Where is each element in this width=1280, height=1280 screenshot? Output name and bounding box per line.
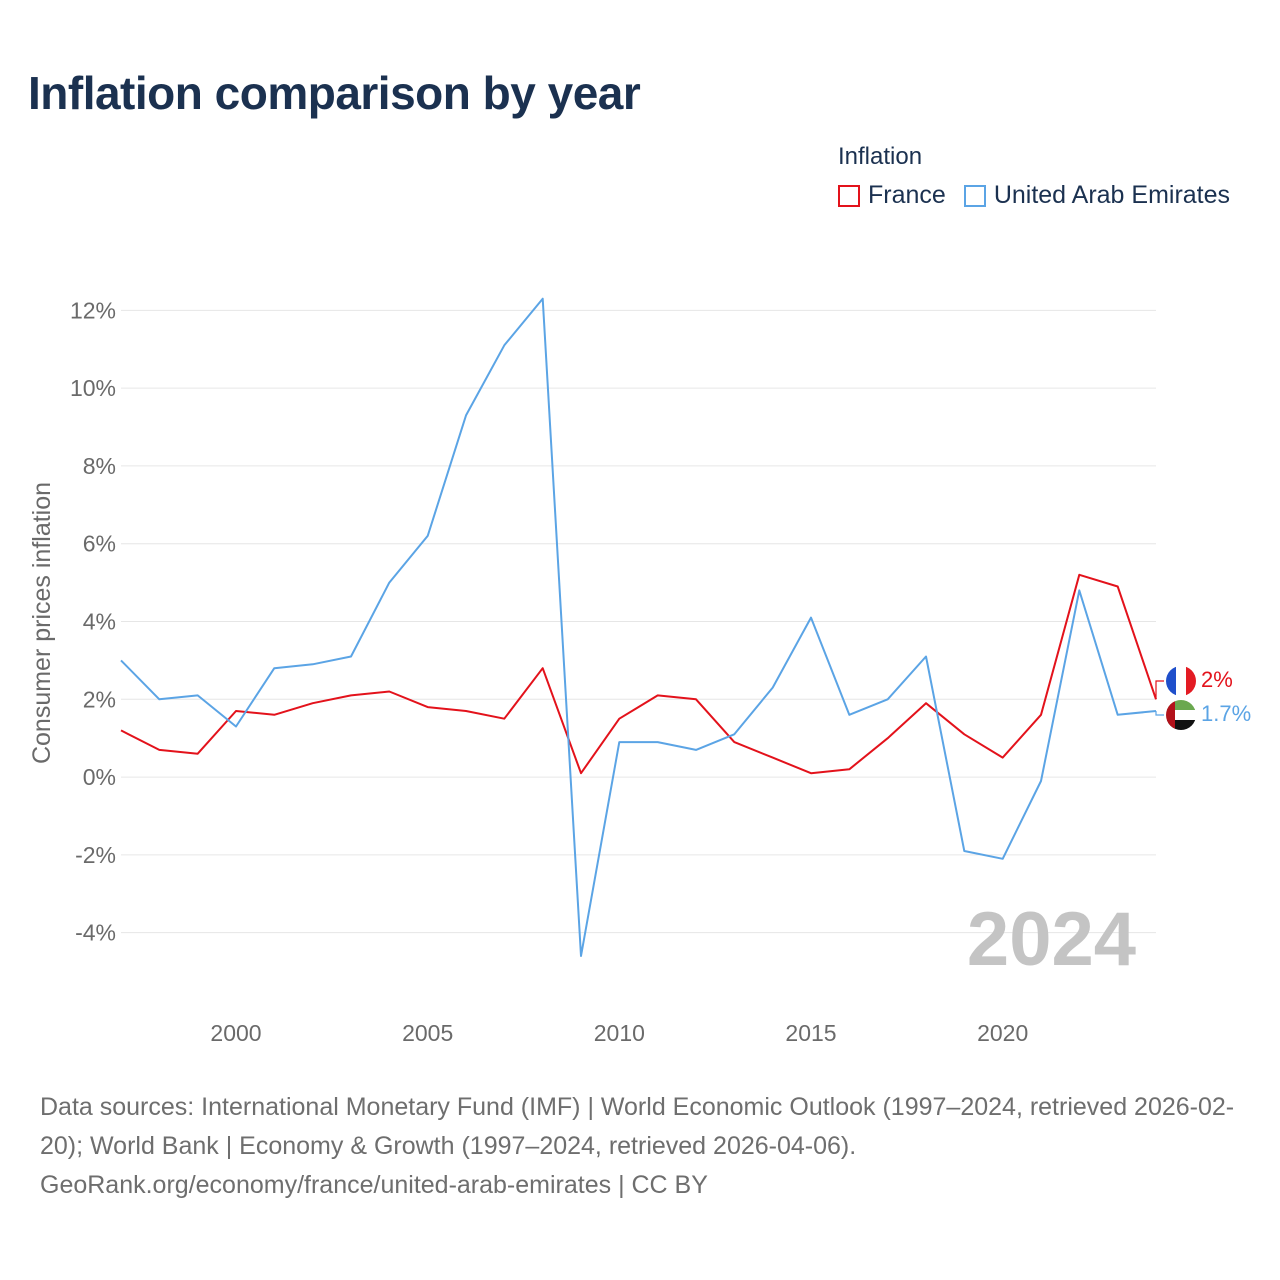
end-connector xyxy=(1155,710,1164,716)
data-point-france[interactable] xyxy=(614,714,624,724)
data-point-uae[interactable] xyxy=(998,854,1008,864)
line-chart: 12%10%8%6%4%2%0%-2%-4% 2000 2005 2010 2015 2… xyxy=(28,294,1251,1046)
data-point-france[interactable] xyxy=(653,690,663,700)
data-point-france[interactable] xyxy=(154,745,164,755)
y-tick-label: 6% xyxy=(83,531,116,557)
data-point-uae[interactable] xyxy=(576,951,586,961)
data-point-france[interactable] xyxy=(576,768,586,778)
data-point-france[interactable] xyxy=(538,663,548,673)
data-point-france[interactable] xyxy=(384,687,394,697)
series-line-uae xyxy=(120,297,1157,957)
data-point-france[interactable] xyxy=(269,710,279,720)
y-tick-label: 8% xyxy=(83,453,116,479)
data-point-uae[interactable] xyxy=(269,663,279,673)
data-point-uae[interactable] xyxy=(1074,585,1084,595)
data-point-uae[interactable] xyxy=(921,652,931,662)
series-line-france xyxy=(120,573,1157,775)
data-point-uae[interactable] xyxy=(1113,710,1123,720)
y-axis-label: Consumer prices inflation xyxy=(28,482,56,764)
flag-france-icon xyxy=(1166,666,1196,696)
footer-attribution: GeoRank.org/economy/france/united-arab-e… xyxy=(40,1171,708,1199)
data-point-uae[interactable] xyxy=(231,722,241,732)
legend-swatch-uae xyxy=(963,184,986,207)
data-point-france[interactable] xyxy=(959,729,969,739)
data-point-uae[interactable] xyxy=(614,737,624,747)
legend: Inflation France United Arab Emirates xyxy=(838,143,1248,210)
x-tick-label: 2000 xyxy=(210,1020,261,1046)
data-point-france[interactable] xyxy=(193,749,203,759)
data-point-uae[interactable] xyxy=(768,683,778,693)
y-tick-label: 4% xyxy=(83,608,116,634)
data-point-france[interactable] xyxy=(116,725,126,735)
gridlines xyxy=(121,309,1156,934)
data-point-uae[interactable] xyxy=(499,340,509,350)
legend-items: France United Arab Emirates xyxy=(838,181,1248,210)
x-tick-label: 2015 xyxy=(785,1020,836,1046)
data-point-uae[interactable] xyxy=(116,655,126,665)
legend-item-uae[interactable]: United Arab Emirates xyxy=(963,181,1231,210)
data-point-france[interactable] xyxy=(499,714,509,724)
data-point-uae[interactable] xyxy=(538,294,548,304)
x-tick-label: 2020 xyxy=(977,1020,1028,1046)
data-point-uae[interactable] xyxy=(844,710,854,720)
data-point-uae[interactable] xyxy=(193,690,203,700)
footer-sources-text: Data sources: International Monetary Fun… xyxy=(40,1093,1235,1160)
data-point-france[interactable] xyxy=(308,698,318,708)
data-point-france[interactable] xyxy=(806,768,816,778)
data-point-uae[interactable] xyxy=(461,410,471,420)
y-tick-label: 0% xyxy=(83,764,116,790)
data-point-uae[interactable] xyxy=(883,694,893,704)
y-tick-label: -4% xyxy=(75,920,116,946)
chart-title: Inflation comparison by year xyxy=(28,67,641,119)
y-tick-label: -2% xyxy=(75,842,116,868)
data-point-france[interactable] xyxy=(1036,710,1046,720)
y-tick-label: 10% xyxy=(70,375,116,401)
end-label-france: 2% xyxy=(1201,667,1233,692)
data-point-france[interactable] xyxy=(461,706,471,716)
flag-uae-icon xyxy=(1166,700,1196,730)
y-axis-ticks: 12% 10% 8% 6% 4% 2% 0% -2% -4% xyxy=(70,297,116,945)
data-point-france[interactable] xyxy=(346,690,356,700)
data-point-uae[interactable] xyxy=(806,613,816,623)
data-point-uae[interactable] xyxy=(308,659,318,669)
end-connector xyxy=(1155,680,1164,700)
data-point-uae[interactable] xyxy=(653,737,663,747)
data-point-france[interactable] xyxy=(921,698,931,708)
x-tick-label: 2005 xyxy=(402,1020,453,1046)
data-point-france[interactable] xyxy=(883,733,893,743)
data-point-uae[interactable] xyxy=(154,694,164,704)
y-tick-label: 12% xyxy=(70,297,116,323)
data-point-france[interactable] xyxy=(1074,570,1084,580)
legend-item-france[interactable]: France xyxy=(838,181,946,210)
data-point-france[interactable] xyxy=(844,764,854,774)
data-point-uae[interactable] xyxy=(384,578,394,588)
x-tick-label: 2010 xyxy=(594,1020,645,1046)
data-point-uae[interactable] xyxy=(1036,776,1046,786)
data-point-france[interactable] xyxy=(231,706,241,716)
data-point-uae[interactable] xyxy=(729,729,739,739)
end-label-uae: 1.7% xyxy=(1201,701,1251,726)
data-point-uae[interactable] xyxy=(423,531,433,541)
year-watermark: 2024 xyxy=(967,897,1136,982)
footer-sources: Data sources: International Monetary Fun… xyxy=(40,1088,1250,1205)
x-axis-ticks: 2000 2005 2010 2015 2020 xyxy=(210,1020,1028,1046)
data-point-france[interactable] xyxy=(998,753,1008,763)
data-point-france[interactable] xyxy=(768,753,778,763)
y-tick-label: 2% xyxy=(83,686,116,712)
data-point-france[interactable] xyxy=(423,702,433,712)
legend-label-uae: United Arab Emirates xyxy=(993,181,1231,209)
data-point-france[interactable] xyxy=(691,694,701,704)
series-lines xyxy=(116,294,1164,961)
data-point-uae[interactable] xyxy=(346,652,356,662)
data-point-uae[interactable] xyxy=(959,846,969,856)
legend-title: Inflation xyxy=(838,143,923,170)
data-point-france[interactable] xyxy=(1113,581,1123,591)
data-point-uae[interactable] xyxy=(691,745,701,755)
legend-swatch-france xyxy=(838,184,860,207)
legend-label-france: France xyxy=(868,181,946,209)
